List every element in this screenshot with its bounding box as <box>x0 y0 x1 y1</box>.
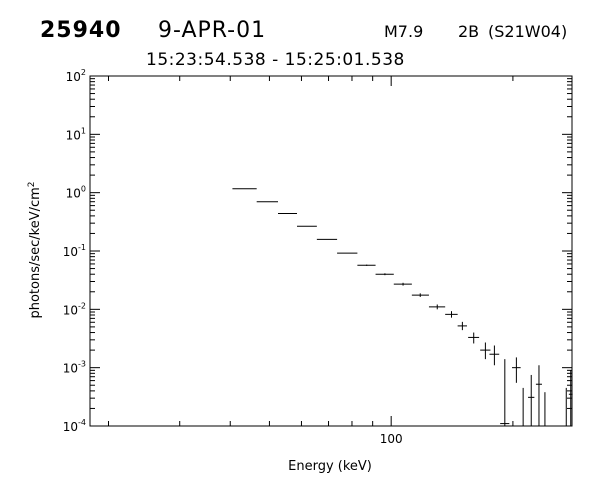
data-point <box>445 311 458 318</box>
data-point <box>357 264 376 266</box>
x-axis-label: Energy (keV) <box>288 459 372 474</box>
data-point <box>489 345 500 366</box>
y-axis-label-exp: 2 <box>27 181 37 187</box>
data-points <box>232 188 573 426</box>
data-point <box>457 321 468 331</box>
event-date: 9-APR-01 <box>158 18 267 43</box>
event-id: 25940 <box>40 18 122 43</box>
data-point <box>568 370 573 426</box>
y-tick-label: 100 <box>66 185 86 201</box>
flare-class: M7.9 <box>384 22 424 41</box>
data-point <box>500 359 510 426</box>
data-point <box>512 357 521 383</box>
y-tick-label-exp: -3 <box>78 360 86 369</box>
flare-optical-class: 2B <box>458 22 480 41</box>
data-point <box>393 282 412 286</box>
y-tick-label-exp: -2 <box>78 301 86 310</box>
data-point <box>411 293 429 297</box>
y-tick-label-exp: -4 <box>78 418 86 427</box>
y-axis-label: photons/sec/keV/cm2 <box>27 181 43 318</box>
plot-frame <box>89 75 573 427</box>
flare-location: (S21W04) <box>488 22 568 41</box>
y-tick-label-exp: 1 <box>81 126 86 135</box>
y-tick-label: 10-3 <box>63 360 86 376</box>
data-point <box>535 365 542 426</box>
y-tick-label: 10-2 <box>63 301 86 317</box>
y-tick-label-base: 10 <box>66 128 81 142</box>
y-tick-label-base: 10 <box>66 70 81 84</box>
time-range: 15:23:54.538 - 15:25:01.538 <box>146 50 405 70</box>
y-tick-label-exp: 2 <box>81 68 86 77</box>
y-tick-label-base: 10 <box>63 420 78 434</box>
y-tick-label-exp: -1 <box>78 243 86 252</box>
data-point <box>528 374 535 426</box>
data-point <box>375 273 394 276</box>
y-tick-label-base: 10 <box>63 362 78 376</box>
x-axis-ticks: 100 <box>108 76 514 446</box>
data-point <box>428 304 446 310</box>
y-tick-label: 102 <box>66 68 86 84</box>
y-tick-label: 10-1 <box>63 243 86 259</box>
y-tick-label: 101 <box>66 126 86 142</box>
y-tick-label-base: 10 <box>66 187 81 201</box>
y-tick-label-base: 10 <box>63 303 78 317</box>
data-point <box>480 342 491 360</box>
y-axis-label-base: photons/sec/keV/cm <box>28 187 43 318</box>
y-tick-label: 10-4 <box>63 418 86 434</box>
data-point <box>468 332 480 344</box>
y-tick-label-base: 10 <box>63 245 78 259</box>
y-tick-label-exp: 0 <box>81 185 86 194</box>
axes-frame <box>89 75 573 427</box>
x-tick-label: 100 <box>380 432 403 446</box>
